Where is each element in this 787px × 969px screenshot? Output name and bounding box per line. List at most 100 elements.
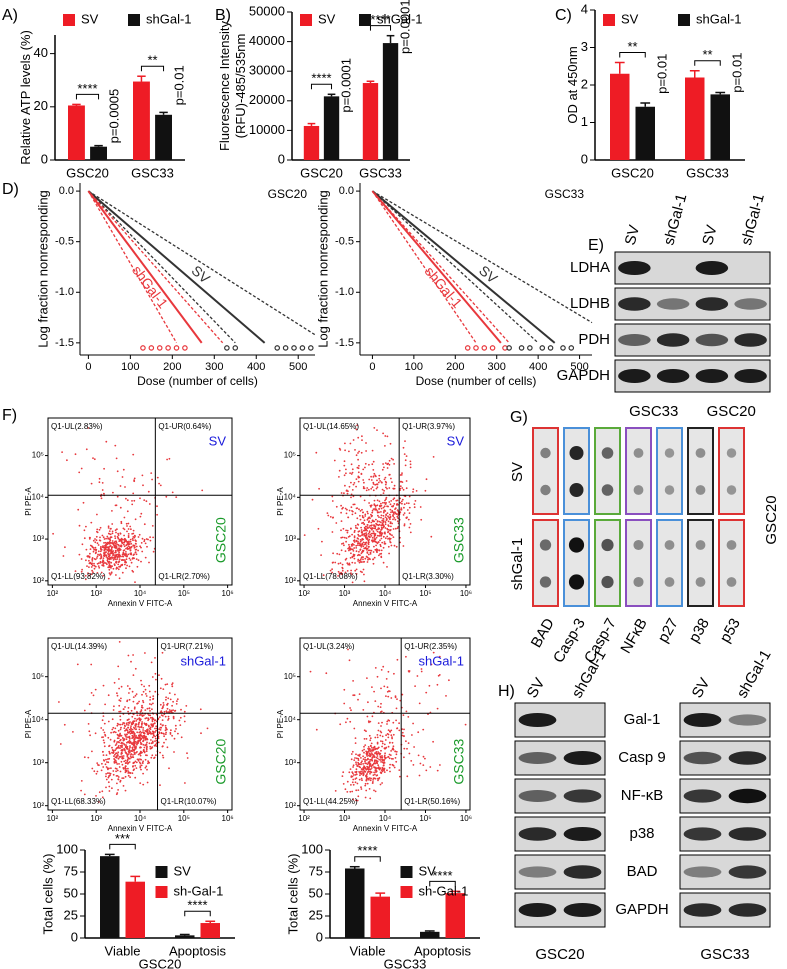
- data-point: [299, 345, 306, 351]
- lane-label: shGal-1: [734, 647, 775, 701]
- y-tick-label: -0.5: [55, 236, 74, 248]
- event-dot: [365, 541, 368, 544]
- event-dot: [129, 772, 132, 775]
- x-tick-label: 0: [369, 361, 375, 373]
- event-dot: [121, 763, 124, 766]
- event-dot: [387, 538, 389, 540]
- event-dot: [331, 561, 334, 564]
- series-line: [371, 190, 510, 344]
- event-dot: [392, 518, 394, 521]
- event-dot: [396, 527, 399, 530]
- event-dot: [352, 764, 355, 767]
- event-dot: [91, 546, 94, 549]
- event-dot: [353, 531, 356, 533]
- event-dot: [371, 764, 374, 767]
- event-dot: [166, 711, 168, 713]
- event-dot: [133, 477, 136, 480]
- event-dot: [425, 478, 428, 481]
- event-dot: [114, 537, 117, 540]
- event-dot: [344, 558, 347, 561]
- event-dot: [127, 726, 129, 729]
- event-dot: [133, 707, 136, 710]
- event-dot: [381, 541, 384, 544]
- event-dot: [154, 740, 156, 742]
- event-dot: [127, 731, 129, 734]
- event-dot: [149, 745, 152, 748]
- x-tick-label: 10²: [298, 589, 310, 598]
- y-tick-label: 4: [581, 1, 588, 16]
- blot-band: [695, 333, 729, 347]
- event-dot: [396, 698, 398, 700]
- event-dot: [347, 490, 349, 493]
- y-tick-label: 10²: [284, 576, 296, 585]
- event-dot: [403, 453, 406, 455]
- event-dot: [370, 549, 373, 552]
- event-dot: [364, 536, 367, 538]
- event-dot: [109, 541, 112, 544]
- series-line: [87, 190, 178, 344]
- event-dot: [125, 558, 128, 561]
- event-dot: [369, 558, 371, 561]
- event-dot: [150, 703, 153, 706]
- event-dot: [129, 721, 131, 723]
- event-dot: [388, 487, 391, 489]
- event-dot: [122, 777, 125, 779]
- event-dot: [372, 530, 375, 533]
- event-dot: [140, 746, 142, 749]
- event-dot: [408, 670, 410, 673]
- event-dot: [131, 503, 134, 506]
- event-dot: [80, 558, 83, 560]
- event-dot: [126, 525, 128, 527]
- bar: [635, 106, 655, 160]
- event-dot: [146, 707, 149, 710]
- event-dot: [331, 571, 333, 574]
- event-dot: [377, 481, 380, 484]
- event-dot: [363, 534, 366, 537]
- blot-band: [563, 751, 602, 765]
- event-dot: [392, 721, 395, 724]
- dot-blot-box: [594, 519, 621, 607]
- event-dot: [359, 540, 362, 543]
- event-dot: [109, 536, 112, 539]
- event-dot: [389, 770, 391, 773]
- column-label: p53: [717, 615, 744, 645]
- event-dot: [365, 545, 368, 547]
- x-tick-label: 10⁵: [419, 814, 431, 823]
- y-tick-label: -0.5: [335, 236, 354, 248]
- x-axis-label: Dose (number of cells): [137, 374, 258, 388]
- event-dot: [152, 698, 154, 700]
- event-dot: [368, 478, 371, 481]
- x-tick-label: 10⁴: [379, 589, 392, 598]
- event-dot: [386, 733, 389, 735]
- event-dot: [91, 558, 94, 561]
- event-dot: [129, 525, 132, 528]
- panel-label: B): [215, 7, 231, 24]
- event-dot: [148, 732, 151, 735]
- event-dot: [332, 552, 334, 555]
- event-dot: [171, 685, 174, 688]
- event-dot: [363, 751, 365, 754]
- bar: [155, 114, 172, 160]
- event-dot: [362, 763, 364, 765]
- event-dot: [348, 549, 350, 552]
- event-dot: [360, 768, 363, 770]
- event-dot: [365, 442, 367, 444]
- event-dot: [382, 665, 385, 668]
- event-dot: [118, 766, 121, 768]
- event-dot: [144, 739, 147, 741]
- x-axis-label: GSC20: [139, 956, 182, 969]
- event-dot: [376, 511, 379, 514]
- event-dot: [385, 517, 388, 520]
- column-label: NFκB: [617, 615, 650, 656]
- event-dot: [364, 782, 367, 785]
- event-dot: [370, 521, 373, 524]
- event-dot: [127, 692, 130, 694]
- event-dot: [97, 550, 100, 553]
- cell-line-label: GSC33: [451, 738, 467, 784]
- event-dot: [146, 545, 148, 548]
- series-line: [371, 190, 556, 344]
- event-dot: [381, 756, 384, 759]
- event-dot: [366, 766, 369, 768]
- event-dot: [124, 734, 127, 737]
- event-dot: [367, 701, 369, 704]
